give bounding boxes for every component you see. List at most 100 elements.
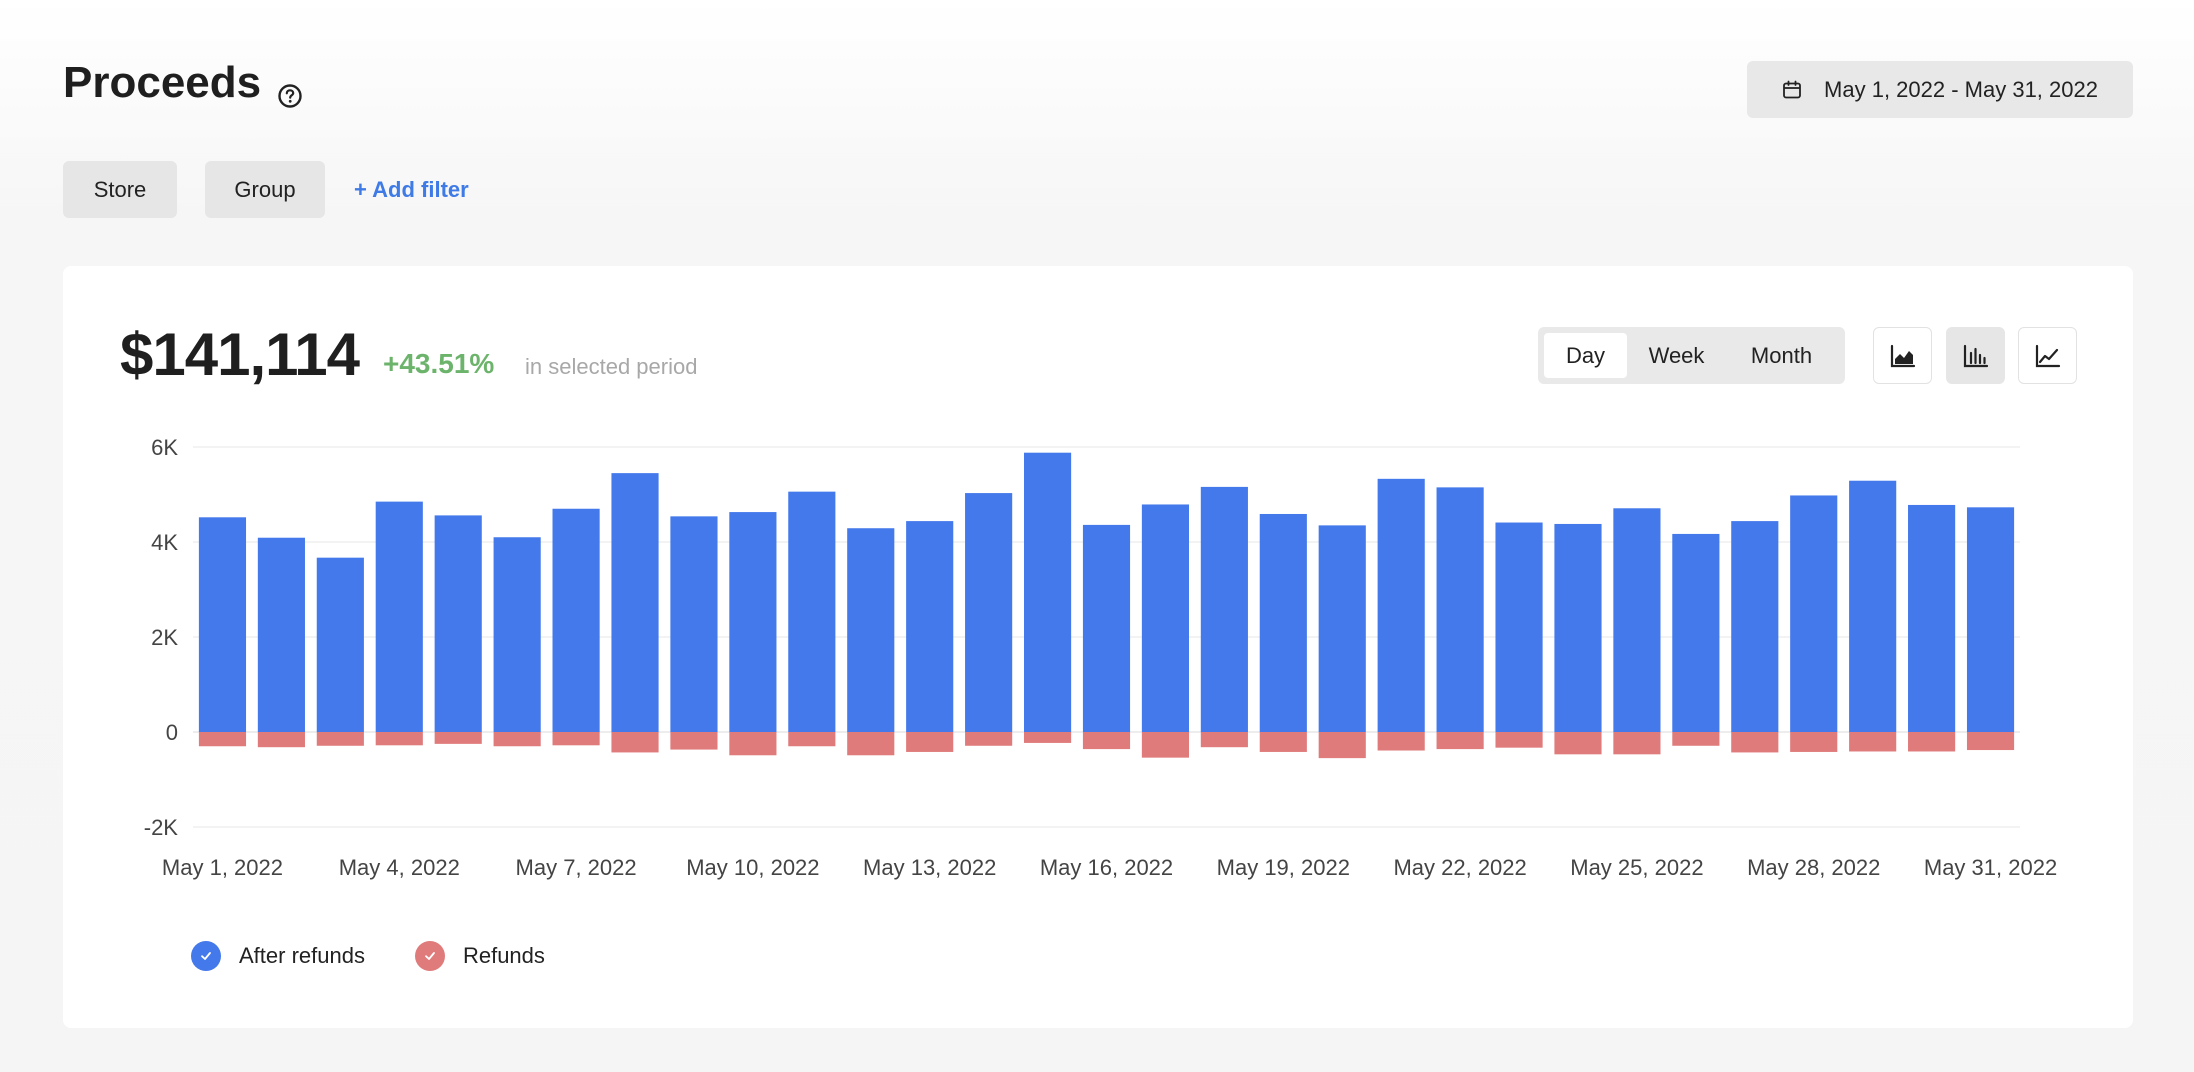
line-chart-icon [2035,344,2060,367]
bar-refunds[interactable] [1849,732,1897,752]
store-filter-label: Store [93,176,147,202]
bar-after-refunds[interactable] [434,515,482,732]
question-circle-icon[interactable] [277,70,303,108]
bar-after-refunds[interactable] [1908,504,1956,732]
bar-after-refunds[interactable] [1436,487,1484,732]
bar-refunds[interactable] [965,732,1013,746]
bar-after-refunds[interactable] [1377,478,1425,732]
bar-after-refunds[interactable] [1672,533,1720,732]
bar-after-refunds[interactable] [1613,508,1661,732]
date-range-picker[interactable]: May 1, 2022 - May 31, 2022 [1747,61,2133,118]
legend-label-after-refunds: After refunds [239,943,365,968]
bar-after-refunds[interactable] [729,512,777,732]
bar-after-refunds[interactable] [198,517,247,732]
bar-refunds[interactable] [1731,732,1779,753]
bar-after-refunds[interactable] [257,537,305,732]
bar-after-refunds[interactable] [1849,480,1897,732]
tab-month[interactable]: Month [1750,342,1813,368]
bar-refunds[interactable] [906,732,954,752]
bar-refunds[interactable] [1790,732,1838,752]
bar-refunds[interactable] [1082,732,1131,750]
line-chart-button[interactable] [2018,327,2077,384]
bar-after-refunds[interactable] [788,491,836,732]
bar-refunds[interactable] [1613,732,1661,755]
bar-after-refunds[interactable] [1731,521,1779,732]
bar-after-refunds[interactable] [611,473,659,732]
bar-refunds[interactable] [1495,732,1543,748]
bar-after-refunds[interactable] [375,501,423,732]
bar-refunds[interactable] [1023,732,1072,743]
group-filter-label: Group [234,176,296,202]
bar-after-refunds[interactable] [670,516,718,732]
bar-after-refunds[interactable] [1554,523,1602,732]
bar-after-refunds[interactable] [847,528,895,732]
bar-refunds[interactable] [1200,732,1248,748]
bar-refunds[interactable] [788,732,836,747]
bar-refunds[interactable] [611,732,659,753]
check-icon [191,941,221,971]
bar-refunds[interactable] [1377,732,1425,751]
page-header: Proceeds [63,58,303,108]
bar-chart-button[interactable] [1946,327,2005,384]
bar-after-refunds[interactable] [1318,525,1366,732]
y-tick-label: 4K [151,530,178,555]
bar-refunds[interactable] [434,732,482,744]
legend-item-refunds[interactable]: Refunds [414,941,545,971]
bar-refunds[interactable] [198,732,247,747]
group-filter-button[interactable]: Group [205,161,325,218]
add-filter-link[interactable]: + Add filter [354,176,469,202]
y-tick-label: -2K [144,815,179,840]
bar-after-refunds[interactable] [906,521,954,732]
total-amount: $141,114 [120,321,360,388]
bar-refunds[interactable] [1141,732,1190,758]
tab-week[interactable]: Week [1648,342,1705,368]
tab-day[interactable]: Day [1544,333,1627,378]
bar-refunds[interactable] [847,732,895,756]
bar-after-refunds[interactable] [552,508,600,732]
proceeds-bar-chart: 6K 4K 2K 0 -2K May 1, 2022 May 4, 2022 May 7, 2… [144,435,2057,880]
bar-refunds[interactable] [1436,732,1484,750]
x-tick-label: May 1, 2022 [162,855,283,880]
y-tick-label: 2K [151,625,178,650]
bar-after-refunds[interactable] [316,557,364,732]
bar-after-refunds[interactable] [493,537,541,732]
bar-refunds[interactable] [670,732,718,750]
check-icon [414,941,445,971]
bar-refunds[interactable] [316,732,364,746]
bar-after-refunds[interactable] [1966,507,2015,732]
bar-after-refunds[interactable] [1790,495,1838,732]
bar-refunds[interactable] [493,732,541,747]
bar-after-refunds[interactable] [1141,504,1190,732]
y-tick-label: 6K [151,435,178,460]
bar-refunds[interactable] [1908,732,1956,752]
bar-refunds[interactable] [729,732,777,756]
bar-refunds[interactable] [1318,732,1366,759]
bar-refunds[interactable] [552,732,600,746]
bar-after-refunds[interactable] [1023,452,1072,732]
bar-refunds[interactable] [257,732,305,748]
bar-refunds[interactable] [375,732,423,746]
bar-refunds[interactable] [1966,732,2015,751]
chart-legend: After refunds Refunds [191,941,595,971]
bar-refunds[interactable] [1554,732,1602,755]
bar-after-refunds[interactable] [965,493,1013,732]
x-tick-label: May 22, 2022 [1393,855,1526,880]
bar-refunds[interactable] [1672,732,1720,746]
change-percentage: +43.51% [383,348,495,379]
legend-label-refunds: Refunds [462,943,545,968]
bar-after-refunds[interactable] [1082,524,1131,732]
area-chart-button[interactable] [1873,327,1932,384]
x-tick-label: May 28, 2022 [1747,855,1880,880]
bar-after-refunds[interactable] [1259,513,1307,732]
bar-after-refunds[interactable] [1200,486,1248,732]
x-tick-label: May 4, 2022 [339,855,460,880]
bar-refunds[interactable] [1259,732,1307,752]
store-filter-button[interactable]: Store [63,161,177,218]
legend-item-after-refunds[interactable]: After refunds [191,941,365,971]
x-tick-label: May 25, 2022 [1570,855,1703,880]
x-tick-label: May 19, 2022 [1217,855,1350,880]
calendar-icon [1783,80,1801,98]
page-title: Proceeds [63,58,262,107]
proceeds-card: $141,114 +43.51% in selected period Day … [63,266,2133,1028]
bar-after-refunds[interactable] [1495,522,1543,732]
